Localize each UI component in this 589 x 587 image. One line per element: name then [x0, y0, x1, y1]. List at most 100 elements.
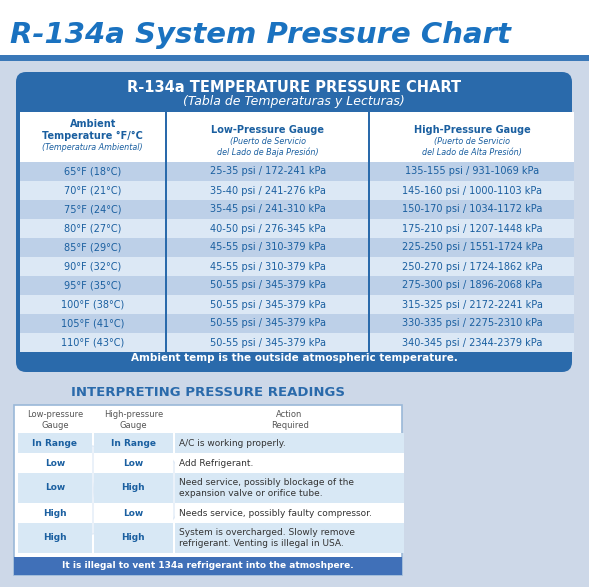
Text: 135-155 psi / 931-1069 kPa: 135-155 psi / 931-1069 kPa — [405, 167, 539, 177]
Bar — [175, 473, 404, 503]
Text: 50-55 psi / 345-379 kPa: 50-55 psi / 345-379 kPa — [210, 338, 326, 348]
Bar — [167, 257, 368, 276]
Text: 225-250 psi / 1551-1724 kPa: 225-250 psi / 1551-1724 kPa — [402, 242, 542, 252]
Text: 330-335 psi / 2275-2310 kPa: 330-335 psi / 2275-2310 kPa — [402, 319, 542, 329]
Bar — [20, 295, 166, 314]
Bar — [167, 112, 368, 162]
Bar — [175, 503, 404, 523]
Bar — [0, 55, 589, 61]
Bar — [370, 295, 574, 314]
Bar — [370, 219, 574, 238]
Bar — [14, 405, 402, 575]
Text: Ambient temp is the outside atmospheric temperature.: Ambient temp is the outside atmospheric … — [131, 353, 458, 363]
Bar — [370, 238, 574, 257]
Text: 250-270 psi / 1724-1862 kPa: 250-270 psi / 1724-1862 kPa — [402, 261, 542, 272]
Bar — [20, 181, 166, 200]
Bar — [18, 503, 92, 523]
Text: (Temperatura Ambiental): (Temperatura Ambiental) — [42, 143, 143, 151]
Text: 150-170 psi / 1034-1172 kPa: 150-170 psi / 1034-1172 kPa — [402, 204, 542, 214]
Bar — [167, 181, 368, 200]
Text: 50-55 psi / 345-379 kPa: 50-55 psi / 345-379 kPa — [210, 319, 326, 329]
Bar — [18, 523, 92, 553]
Text: Action
Required: Action Required — [270, 410, 309, 430]
Text: 65°F (18°C): 65°F (18°C) — [64, 167, 121, 177]
Text: Low: Low — [45, 484, 65, 492]
Bar — [167, 200, 368, 219]
Text: High-pressure
Gauge: High-pressure Gauge — [104, 410, 163, 430]
Text: 95°F (35°C): 95°F (35°C) — [64, 281, 121, 291]
Bar — [20, 276, 166, 295]
Bar — [175, 433, 404, 453]
Text: Low: Low — [123, 458, 144, 467]
Text: High: High — [43, 508, 67, 518]
Bar — [18, 433, 92, 453]
Text: A/C is working properly.: A/C is working properly. — [179, 438, 286, 447]
Bar — [20, 219, 166, 238]
Text: R-134a System Pressure Chart: R-134a System Pressure Chart — [10, 21, 511, 49]
Text: It is illegal to vent 134a refrigerant into the atmoshpere.: It is illegal to vent 134a refrigerant i… — [62, 562, 354, 571]
Text: 70°F (21°C): 70°F (21°C) — [64, 185, 121, 195]
Bar — [94, 503, 173, 523]
Bar — [175, 453, 404, 473]
Text: 85°F (29°C): 85°F (29°C) — [64, 242, 121, 252]
Bar — [20, 257, 166, 276]
FancyBboxPatch shape — [16, 72, 572, 372]
Bar — [18, 453, 92, 473]
Text: R-134a TEMPERATURE PRESSURE CHART: R-134a TEMPERATURE PRESSURE CHART — [127, 80, 461, 96]
Bar — [370, 181, 574, 200]
Text: 340-345 psi / 2344-2379 kPa: 340-345 psi / 2344-2379 kPa — [402, 338, 542, 348]
Circle shape — [39, 445, 129, 535]
Text: Low-Pressure Gauge: Low-Pressure Gauge — [211, 125, 325, 135]
Bar — [370, 276, 574, 295]
Text: 175-210 psi / 1207-1448 kPa: 175-210 psi / 1207-1448 kPa — [402, 224, 542, 234]
Text: 105°F (41°C): 105°F (41°C) — [61, 319, 124, 329]
Bar — [0, 0, 589, 55]
Text: (Tabla de Temperaturas y Lecturas): (Tabla de Temperaturas y Lecturas) — [183, 96, 405, 109]
Bar — [20, 162, 166, 181]
Text: High: High — [121, 484, 145, 492]
Bar — [14, 557, 402, 575]
Bar — [167, 314, 368, 333]
Text: 40-50 psi / 276-345 kPa: 40-50 psi / 276-345 kPa — [210, 224, 326, 234]
Bar — [167, 295, 368, 314]
Bar — [20, 333, 166, 352]
Bar — [94, 473, 173, 503]
Bar — [167, 219, 368, 238]
Bar — [167, 238, 368, 257]
Bar — [370, 314, 574, 333]
Text: INTERPRETING PRESSURE READINGS: INTERPRETING PRESSURE READINGS — [71, 386, 345, 400]
Text: 35-40 psi / 241-276 kPa: 35-40 psi / 241-276 kPa — [210, 185, 326, 195]
Text: In Range: In Range — [111, 438, 156, 447]
Text: 75°F (24°C): 75°F (24°C) — [64, 204, 121, 214]
Bar — [20, 238, 166, 257]
Text: 275-300 psi / 1896-2068 kPa: 275-300 psi / 1896-2068 kPa — [402, 281, 542, 291]
Text: Ambient
Temperature °F/°C: Ambient Temperature °F/°C — [42, 119, 143, 141]
Text: 80°F (27°C): 80°F (27°C) — [64, 224, 121, 234]
Text: 25-35 psi / 172-241 kPa: 25-35 psi / 172-241 kPa — [210, 167, 326, 177]
Bar — [370, 200, 574, 219]
Text: Add Refrigerant.: Add Refrigerant. — [179, 458, 253, 467]
Text: Low: Low — [45, 458, 65, 467]
Text: 315-325 psi / 2172-2241 kPa: 315-325 psi / 2172-2241 kPa — [402, 299, 542, 309]
Text: (Puerto de Servicio
del Lado de Alta Presión): (Puerto de Servicio del Lado de Alta Pre… — [422, 137, 522, 157]
Bar — [20, 314, 166, 333]
Text: 90°F (32°C): 90°F (32°C) — [64, 261, 121, 272]
Text: High: High — [121, 534, 145, 542]
Bar — [175, 523, 404, 553]
Bar — [167, 333, 368, 352]
Text: Low: Low — [123, 508, 144, 518]
Text: 145-160 psi / 1000-1103 kPa: 145-160 psi / 1000-1103 kPa — [402, 185, 542, 195]
Bar — [20, 112, 166, 162]
Bar — [20, 200, 166, 219]
Text: 100°F (38°C): 100°F (38°C) — [61, 299, 124, 309]
Text: High: High — [43, 534, 67, 542]
Text: Low-pressure
Gauge: Low-pressure Gauge — [27, 410, 83, 430]
Text: 45-55 psi / 310-379 kPa: 45-55 psi / 310-379 kPa — [210, 242, 326, 252]
Text: High-Pressure Gauge: High-Pressure Gauge — [413, 125, 531, 135]
Text: 50-55 psi / 345-379 kPa: 50-55 psi / 345-379 kPa — [210, 281, 326, 291]
Bar — [167, 276, 368, 295]
Text: In Range: In Range — [32, 438, 77, 447]
Bar — [94, 433, 173, 453]
Bar — [18, 473, 92, 503]
Bar — [0, 61, 589, 587]
